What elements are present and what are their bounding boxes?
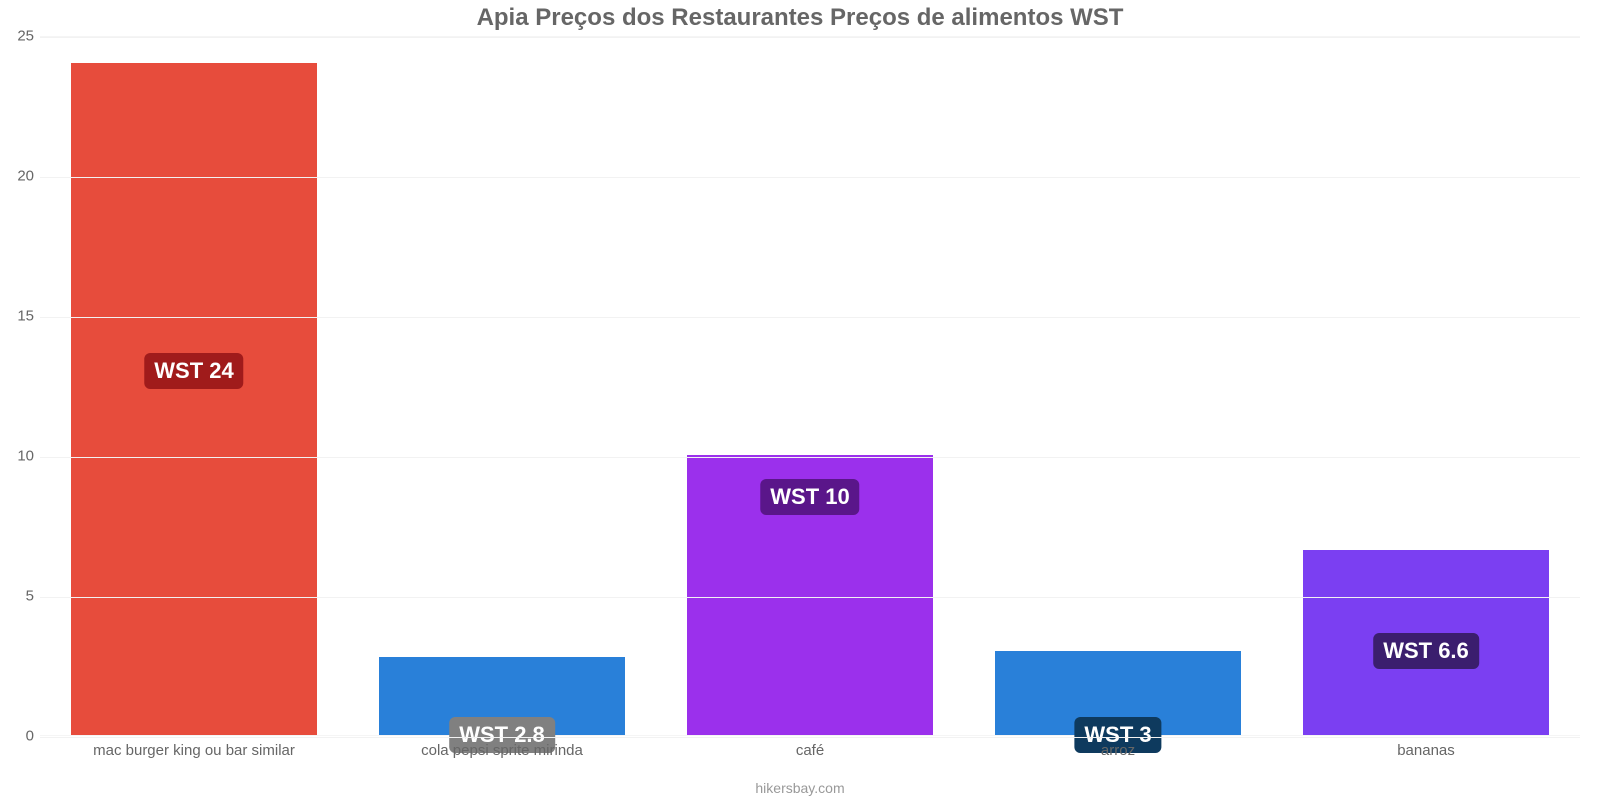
x-category-label: cola pepsi sprite mirinda [421,742,583,759]
gridline [40,317,1580,318]
y-tick-label: 15 [0,308,34,325]
bar-slot: WST 24 [40,37,348,735]
gridline [40,457,1580,458]
chart-title: Apia Preços dos Restaurantes Preços de a… [0,4,1600,32]
bar-slot: WST 3 [964,37,1272,735]
x-category-label: bananas [1397,742,1455,759]
gridline [40,737,1580,738]
chart-footer: hikersbay.com [0,780,1600,796]
gridline [40,177,1580,178]
plot-area: WST 24 WST 2.8 WST 10 WST 3 WST 6.6 [40,36,1580,736]
y-tick-label: 10 [0,448,34,465]
y-tick-label: 25 [0,28,34,45]
bar-slot: WST 6.6 [1272,37,1580,735]
gridline [40,597,1580,598]
x-category-label: mac burger king ou bar similar [93,742,295,759]
bar-slot: WST 2.8 [348,37,656,735]
x-category-label: arroz [1101,742,1135,759]
bar-value-label: WST 6.6 [1373,633,1479,669]
bar-value-label: WST 10 [760,479,859,515]
x-category-label: café [796,742,824,759]
y-tick-label: 0 [0,728,34,745]
bars-layer: WST 24 WST 2.8 WST 10 WST 3 WST 6.6 [40,37,1580,735]
bar-value-label: WST 24 [144,353,243,389]
gridline [40,37,1580,38]
bar [71,63,317,735]
chart-container: Apia Preços dos Restaurantes Preços de a… [0,0,1600,800]
y-tick-label: 20 [0,168,34,185]
bar-slot: WST 10 [656,37,964,735]
y-tick-label: 5 [0,588,34,605]
